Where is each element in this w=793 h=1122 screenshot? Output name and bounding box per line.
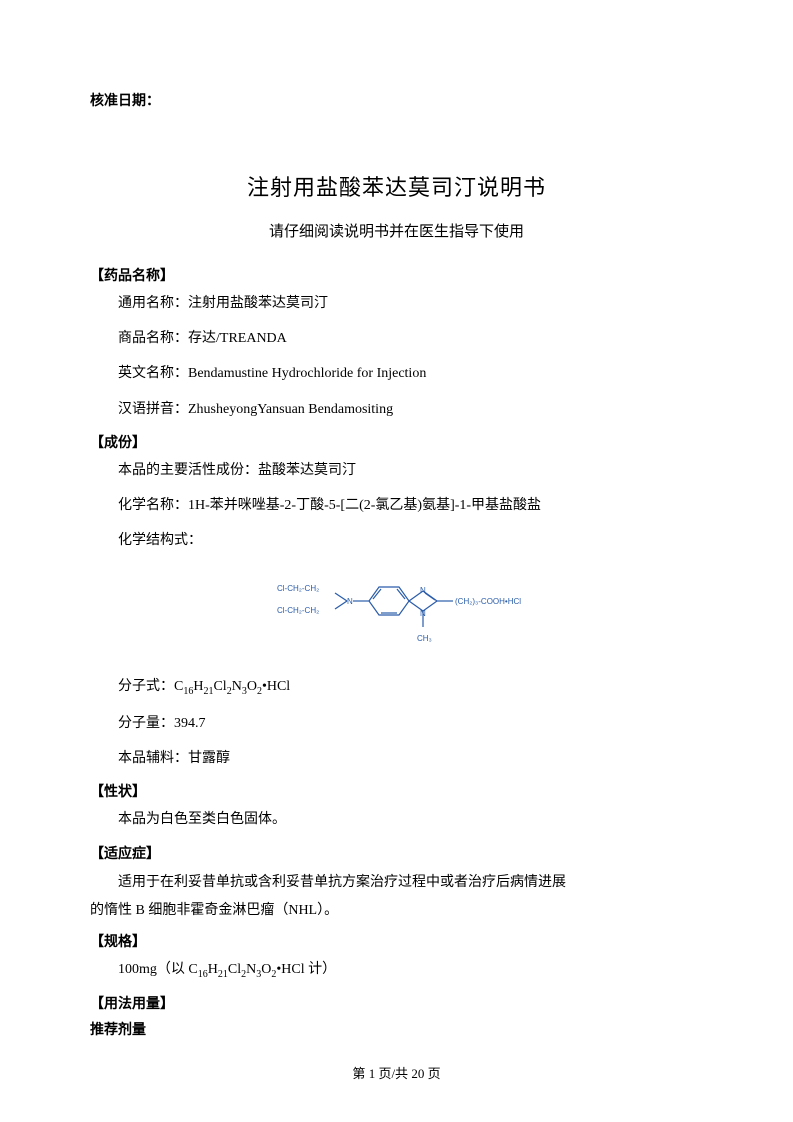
footer-suffix: 页 — [424, 1066, 440, 1081]
trade-name-value: 存达/TREANDA — [188, 331, 287, 346]
structure-ch3-label: CH₃ — [417, 634, 432, 643]
footer-prefix: 第 — [352, 1066, 368, 1081]
pinyin-label: 汉语拼音： — [118, 402, 188, 417]
indication-text: 适用于在利妥昔单抗或含利妥昔单抗方案治疗过程中或者治疗后病情进展 的惰性 B 细… — [90, 869, 703, 925]
english-name-value: Bendamustine Hydrochloride for Injection — [188, 366, 426, 381]
pinyin-value: ZhusheyongYansuan Bendamositing — [188, 402, 393, 417]
section-indication-header: 【适应症】 — [90, 843, 703, 863]
chem-name-value: 1H-苯并咪唑基-2-丁酸-5-[二(2-氯乙基)氨基]-1-甲基盐酸盐 — [188, 498, 541, 513]
mw-value: 394.7 — [174, 716, 206, 731]
structure-n3-label: N — [420, 609, 426, 618]
formula-label: 分子式： — [118, 679, 174, 694]
formula-line: 分子式：C16H21Cl2N3O2•HCl — [118, 674, 703, 701]
usage-sub-header: 推荐剂量 — [90, 1019, 703, 1039]
approval-date-label: 核准日期： — [90, 90, 703, 110]
generic-name-value: 注射用盐酸苯达莫司汀 — [188, 296, 328, 311]
section-ingredients-header: 【成份】 — [90, 432, 703, 452]
english-name-line: 英文名称：Bendamustine Hydrochloride for Inje… — [118, 361, 703, 386]
structure-n2-label: N — [420, 586, 426, 595]
generic-name-line: 通用名称：注射用盐酸苯达莫司汀 — [118, 291, 703, 316]
active-ingredient-line: 本品的主要活性成份：盐酸苯达莫司汀 — [118, 458, 703, 483]
indication-line1: 适用于在利妥昔单抗或含利妥昔单抗方案治疗过程中或者治疗后病情进展 — [118, 875, 566, 890]
footer-total-pages: 20 — [411, 1066, 424, 1081]
spec-suffix: •HCl 计） — [276, 962, 336, 977]
trade-name-label: 商品名称： — [118, 331, 188, 346]
formula-value: C16H21Cl2N3O2•HCl — [174, 679, 290, 694]
structure-left-label-1: Cl-CH₂-CH₂ — [277, 584, 319, 593]
english-name-label: 英文名称： — [118, 366, 188, 381]
chemical-structure-diagram: Cl-CH₂-CH₂ Cl-CH₂-CH₂ N N N (CH₂)₃-COOH•… — [90, 563, 703, 660]
character-text: 本品为白色至类白色固体。 — [118, 807, 703, 832]
mw-label: 分子量： — [118, 716, 174, 731]
pinyin-line: 汉语拼音：ZhusheyongYansuan Bendamositing — [118, 397, 703, 422]
chem-name-label: 化学名称： — [118, 498, 188, 513]
document-main-title: 注射用盐酸苯达莫司汀说明书 — [90, 170, 703, 202]
trade-name-line: 商品名称：存达/TREANDA — [118, 326, 703, 351]
structure-n-label: N — [347, 597, 353, 606]
generic-name-label: 通用名称： — [118, 296, 188, 311]
section-spec-header: 【规格】 — [90, 931, 703, 951]
chem-name-line: 化学名称：1H-苯并咪唑基-2-丁酸-5-[二(2-氯乙基)氨基]-1-甲基盐酸… — [118, 493, 703, 518]
page-footer: 第 1 页/共 20 页 — [0, 1063, 793, 1082]
footer-middle: 页/共 — [375, 1066, 411, 1081]
section-usage-header: 【用法用量】 — [90, 993, 703, 1013]
structure-left-label-2: Cl-CH₂-CH₂ — [277, 606, 319, 615]
spec-text: 100mg（以 C16H21Cl2N3O2•HCl 计） — [118, 957, 703, 984]
mw-line: 分子量：394.7 — [118, 711, 703, 736]
excipient-line: 本品辅料：甘露醇 — [118, 746, 703, 771]
section-drug-name-header: 【药品名称】 — [90, 265, 703, 285]
indication-line2: 的惰性 B 细胞非霍奇金淋巴瘤（NHL）。 — [90, 903, 338, 918]
document-subtitle: 请仔细阅读说明书并在医生指导下使用 — [90, 220, 703, 241]
section-character-header: 【性状】 — [90, 781, 703, 801]
structure-label-line: 化学结构式： — [118, 528, 703, 553]
spec-prefix: 100mg（以 C — [118, 962, 198, 977]
structure-right-label: (CH₂)₃-COOH•HCl — [455, 597, 521, 606]
